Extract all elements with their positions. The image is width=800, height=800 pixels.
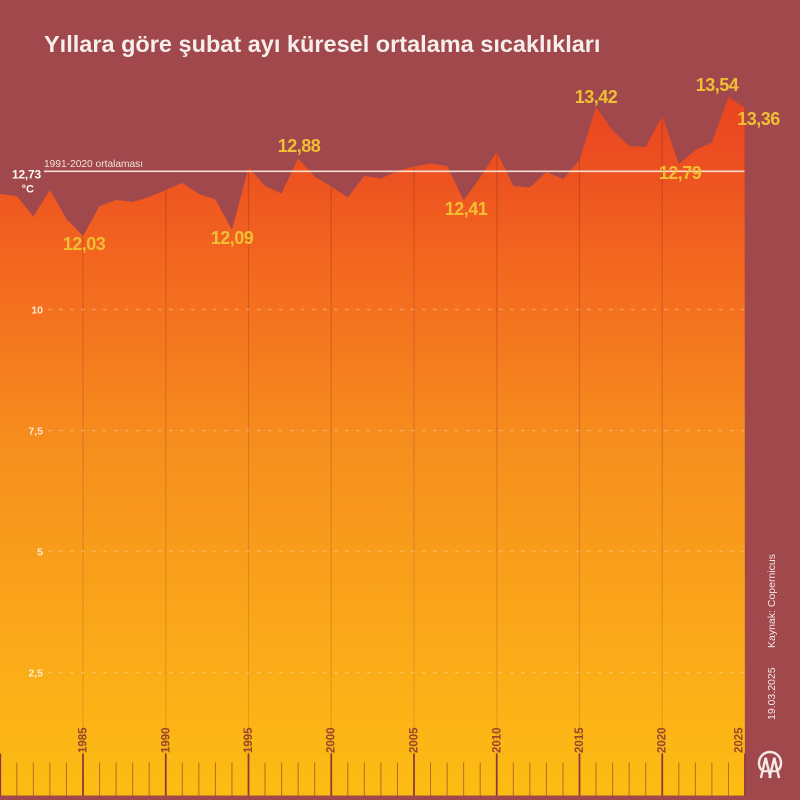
svg-text:2020: 2020: [657, 727, 669, 753]
svg-text:Yıllara göre şubat ayı küresel: Yıllara göre şubat ayı küresel ortalama …: [44, 31, 600, 57]
svg-text:°C: °C: [22, 184, 34, 196]
svg-text:1985: 1985: [78, 727, 90, 753]
svg-text:Kaynak: Copernicus: Kaynak: Copernicus: [766, 554, 778, 648]
svg-text:2000: 2000: [326, 727, 338, 753]
svg-text:10: 10: [31, 305, 43, 317]
svg-text:12,79: 12,79: [659, 163, 702, 183]
svg-text:2005: 2005: [409, 727, 421, 753]
svg-text:7,5: 7,5: [28, 426, 43, 438]
svg-text:13,54: 13,54: [696, 75, 739, 95]
svg-text:12,41: 12,41: [445, 199, 488, 219]
svg-text:12,03: 12,03: [63, 234, 106, 254]
svg-text:13,42: 13,42: [575, 87, 618, 107]
svg-text:2,5: 2,5: [28, 668, 43, 680]
svg-text:12,88: 12,88: [278, 136, 321, 156]
svg-text:1991-2020 ortalaması: 1991-2020 ortalaması: [44, 159, 143, 170]
svg-text:5: 5: [37, 547, 43, 559]
svg-text:13,36: 13,36: [737, 109, 780, 129]
svg-text:2025: 2025: [734, 727, 746, 753]
svg-text:1995: 1995: [243, 727, 255, 753]
svg-text:12,73: 12,73: [12, 168, 42, 182]
svg-text:19.03.2025: 19.03.2025: [766, 667, 778, 720]
svg-text:12,09: 12,09: [211, 228, 254, 248]
svg-text:2010: 2010: [491, 727, 503, 753]
svg-text:1990: 1990: [160, 727, 172, 753]
svg-text:2015: 2015: [574, 727, 586, 753]
